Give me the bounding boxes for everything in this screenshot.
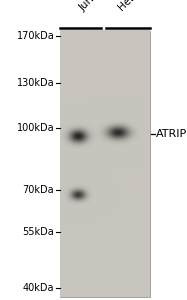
Bar — [60, 31, 150, 297]
Text: 130kDa: 130kDa — [17, 78, 54, 88]
Text: ATRIP: ATRIP — [156, 129, 187, 139]
Text: HeLa: HeLa — [116, 0, 142, 13]
Text: 100kDa: 100kDa — [17, 123, 54, 133]
Text: 40kDa: 40kDa — [23, 283, 54, 293]
Text: 170kDa: 170kDa — [16, 31, 54, 41]
Text: 55kDa: 55kDa — [22, 227, 54, 238]
Text: 70kDa: 70kDa — [23, 185, 54, 196]
Text: Jurkat: Jurkat — [78, 0, 106, 13]
